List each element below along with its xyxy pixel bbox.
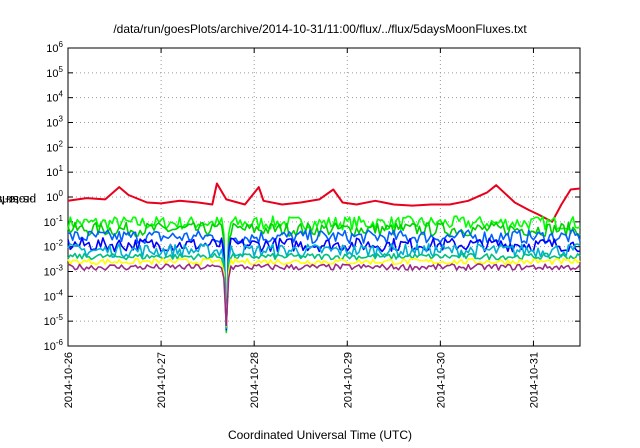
y-tick-label: 10-4 bbox=[44, 288, 64, 303]
x-tick-label: 2014-10-27 bbox=[156, 352, 168, 408]
y-tick-label: 104 bbox=[46, 90, 63, 105]
series-line-4 bbox=[67, 237, 581, 330]
y-tick-label: 10-5 bbox=[44, 313, 64, 328]
series-line-1 bbox=[67, 215, 581, 334]
series-line-6 bbox=[67, 252, 581, 328]
y-tick-label: 10-3 bbox=[44, 264, 64, 279]
x-tick-label: 2014-10-28 bbox=[249, 352, 261, 408]
y-tick-label: 10-2 bbox=[44, 239, 64, 254]
series-line-5 bbox=[67, 243, 581, 329]
x-tick-label: 2014-10-29 bbox=[342, 352, 354, 408]
series-line-0 bbox=[67, 182, 581, 223]
x-axis-label: Coordinated Universal Time (UTC) bbox=[227, 428, 413, 442]
y-tick-label: 102 bbox=[46, 139, 63, 154]
y-tick-label: 103 bbox=[46, 115, 63, 130]
x-tick-label: 2014-10-31 bbox=[528, 352, 540, 408]
y-tick-label: 105 bbox=[46, 65, 63, 80]
x-tick-label: 2014-10-26 bbox=[63, 352, 75, 408]
x-tick-label: 2014-10-30 bbox=[435, 352, 447, 408]
series-line-7 bbox=[67, 257, 581, 328]
y-tick-label: 10-6 bbox=[44, 338, 64, 353]
series-line-8 bbox=[67, 263, 581, 327]
y-tick-label: 101 bbox=[46, 164, 63, 179]
y-tick-label: 10-1 bbox=[44, 214, 64, 229]
y-tick-label: 106 bbox=[46, 40, 63, 55]
chart-title: /data/run/goesPlots/archive/2014-10-31/1… bbox=[113, 22, 527, 36]
y-tick-label: 100 bbox=[46, 189, 63, 204]
series-line-2 bbox=[67, 221, 581, 333]
